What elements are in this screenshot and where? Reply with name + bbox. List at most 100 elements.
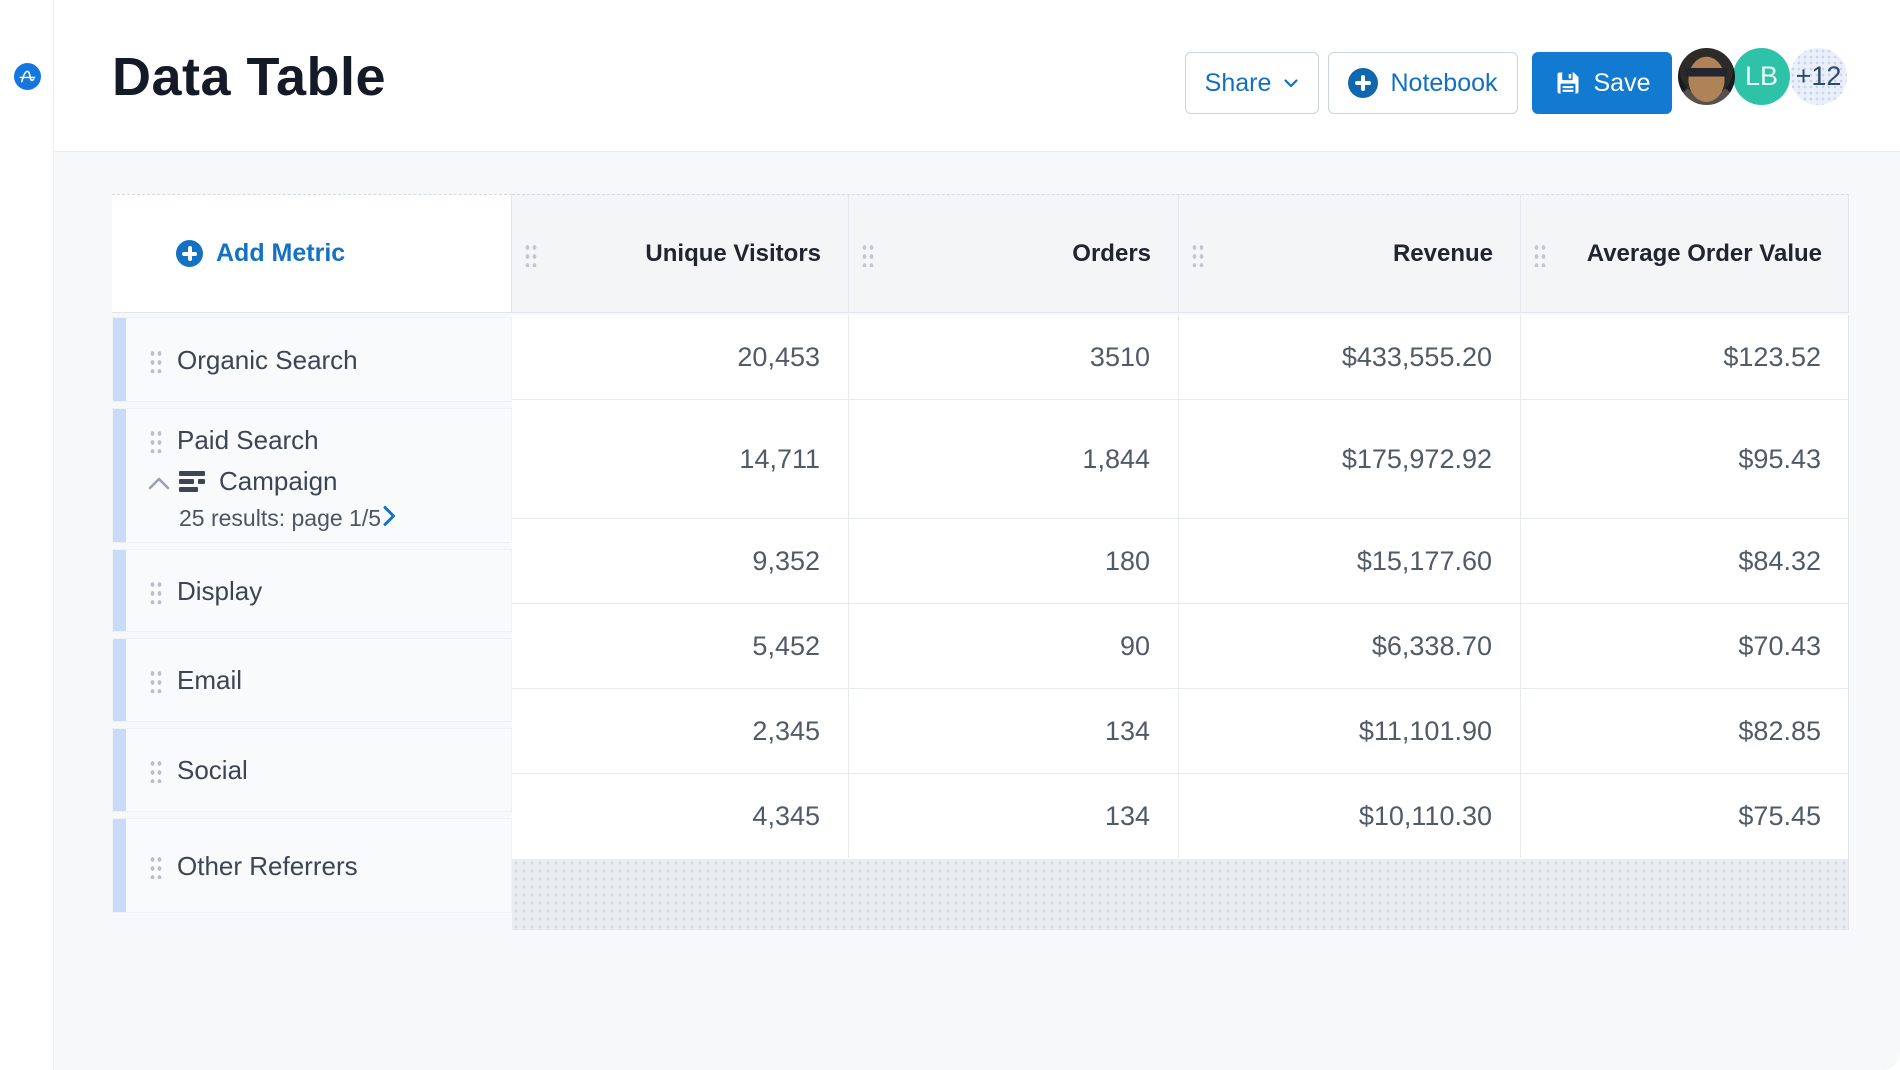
avatar-overflow-label: +12 <box>1795 61 1842 91</box>
user-avatar-initials[interactable]: LB <box>1733 48 1790 105</box>
table-row: 9,352 180 $15,177.60 $84.32 <box>512 519 1848 604</box>
row-label-paid-search[interactable]: Paid Search Campaign 25 results: page 1/… <box>112 408 512 543</box>
pagination-row: 25 results: page 1/5 <box>113 503 511 533</box>
row-accent-bar <box>113 639 126 721</box>
share-button[interactable]: Share <box>1185 52 1319 114</box>
cell-unique-visitors[interactable]: 4,345 <box>752 800 820 831</box>
cell-average-order-value[interactable]: $70.43 <box>1520 604 1849 688</box>
cell-orders[interactable]: 1,844 <box>848 400 1178 518</box>
drag-handle-icon[interactable] <box>149 668 162 693</box>
row-accent-bar <box>113 819 126 912</box>
chevron-up-icon[interactable] <box>148 476 170 490</box>
user-avatar-photo[interactable] <box>1678 48 1735 105</box>
breakdown-bars-icon <box>179 471 205 492</box>
row-accent-bar <box>113 409 126 542</box>
table-body: 20,453 3510 $433,555.20 $123.52 14,711 1… <box>512 315 1849 859</box>
cell-revenue[interactable]: $15,177.60 <box>1178 519 1520 603</box>
floppy-disk-icon <box>1557 72 1578 94</box>
row-label-social[interactable]: Social <box>112 728 512 812</box>
cell-average-order-value[interactable]: $75.45 <box>1520 774 1849 858</box>
drag-handle-icon[interactable] <box>1533 242 1546 267</box>
breakdown-row[interactable]: Campaign <box>113 466 511 498</box>
column-header-unique-visitors[interactable]: Unique Visitors <box>512 195 848 313</box>
row-label: Social <box>177 755 248 785</box>
table-row: 4,345 134 $10,110.30 $75.45 <box>512 774 1848 858</box>
chevron-down-icon <box>1284 79 1298 88</box>
drag-handle-icon[interactable] <box>149 428 162 453</box>
cell-average-order-value[interactable]: $84.32 <box>1520 519 1849 603</box>
cell-revenue[interactable]: $175,972.92 <box>1178 400 1520 518</box>
cell-unique-visitors[interactable]: 14,711 <box>739 443 820 474</box>
cell-unique-visitors[interactable]: 20,453 <box>737 341 820 372</box>
save-button-label: Save <box>1593 68 1651 97</box>
plus-circle-icon <box>1348 68 1379 98</box>
save-button[interactable]: Save <box>1532 52 1672 114</box>
column-header-average-order-value[interactable]: Average Order Value <box>1520 195 1849 313</box>
drag-handle-icon[interactable] <box>149 579 162 604</box>
add-metric-label: Add Metric <box>216 239 346 267</box>
table-row: 2,345 134 $11,101.90 $82.85 <box>512 689 1848 774</box>
drag-handle-icon[interactable] <box>1191 242 1204 267</box>
amplitude-logo-icon[interactable] <box>14 63 41 90</box>
drag-handle-icon[interactable] <box>861 242 874 267</box>
table-row: 5,452 90 $6,338.70 $70.43 <box>512 604 1848 689</box>
row-label-other-referrers[interactable]: Other Referrers <box>112 818 512 913</box>
cell-average-order-value[interactable]: $82.85 <box>1520 689 1849 773</box>
notebook-button-label: Notebook <box>1390 68 1498 97</box>
row-accent-bar <box>113 318 126 401</box>
cell-orders[interactable]: 134 <box>848 774 1178 858</box>
cell-orders[interactable]: 180 <box>848 519 1178 603</box>
cell-revenue[interactable]: $11,101.90 <box>1178 689 1520 773</box>
row-accent-bar <box>113 729 126 811</box>
page-title: Data Table <box>112 47 387 107</box>
pagination-label: 25 results: page 1/5 <box>179 505 382 531</box>
column-header-label: Revenue <box>1392 240 1493 267</box>
empty-rows-placeholder <box>512 859 1849 930</box>
row-label: Email <box>177 665 243 695</box>
column-header-orders[interactable]: Orders <box>848 195 1178 313</box>
row-label: Display <box>177 576 263 606</box>
data-table: Add Metric Unique Visitors Orders Revenu… <box>112 194 1849 931</box>
column-header-revenue[interactable]: Revenue <box>1178 195 1520 313</box>
column-header-label: Orders <box>1072 240 1151 267</box>
table-header-row: Unique Visitors Orders Revenue Average O… <box>512 194 1849 313</box>
topbar: Data Table Share Notebook Save LB <box>0 0 1900 152</box>
plus-circle-icon <box>176 240 203 267</box>
app-sidebar <box>0 0 54 1070</box>
drag-handle-icon[interactable] <box>149 348 162 373</box>
table-row: 20,453 3510 $433,555.20 $123.52 <box>512 315 1848 400</box>
cell-unique-visitors[interactable]: 5,452 <box>752 630 820 661</box>
cell-revenue[interactable]: $10,110.30 <box>1178 774 1520 858</box>
row-label-organic-search[interactable]: Organic Search <box>112 317 512 402</box>
cell-orders[interactable]: 134 <box>848 689 1178 773</box>
cell-orders[interactable]: 3510 <box>848 315 1178 399</box>
row-label: Other Referrers <box>177 851 358 881</box>
drag-handle-icon[interactable] <box>149 854 162 879</box>
row-accent-bar <box>113 550 126 631</box>
cell-orders[interactable]: 90 <box>848 604 1178 688</box>
cell-unique-visitors[interactable]: 2,345 <box>752 715 820 746</box>
cell-average-order-value[interactable]: $123.52 <box>1520 315 1849 399</box>
breakdown-dimension-label: Campaign <box>219 466 338 496</box>
table-corner-cell: Add Metric <box>112 194 512 313</box>
drag-handle-icon[interactable] <box>149 758 162 783</box>
table-row: 14,711 1,844 $175,972.92 $95.43 <box>512 400 1848 519</box>
drag-handle-icon[interactable] <box>524 242 537 267</box>
column-header-label: Unique Visitors <box>645 240 821 267</box>
notebook-button[interactable]: Notebook <box>1328 52 1518 114</box>
share-button-label: Share <box>1204 68 1272 97</box>
row-label-display[interactable]: Display <box>112 549 512 632</box>
avatar-overflow-badge[interactable]: +12 <box>1790 48 1847 105</box>
row-label: Paid Search <box>177 425 319 455</box>
add-metric-button[interactable]: Add Metric <box>176 239 345 268</box>
cell-revenue[interactable]: $6,338.70 <box>1178 604 1520 688</box>
chevron-right-icon[interactable] <box>381 505 397 527</box>
row-label: Organic Search <box>177 345 358 375</box>
cell-revenue[interactable]: $433,555.20 <box>1178 315 1520 399</box>
cell-average-order-value[interactable]: $95.43 <box>1520 400 1849 518</box>
avatar-initials-label: LB <box>1744 61 1779 91</box>
row-label-email[interactable]: Email <box>112 638 512 722</box>
column-header-label: Average Order Value <box>1586 240 1822 267</box>
cell-unique-visitors[interactable]: 9,352 <box>752 545 820 576</box>
